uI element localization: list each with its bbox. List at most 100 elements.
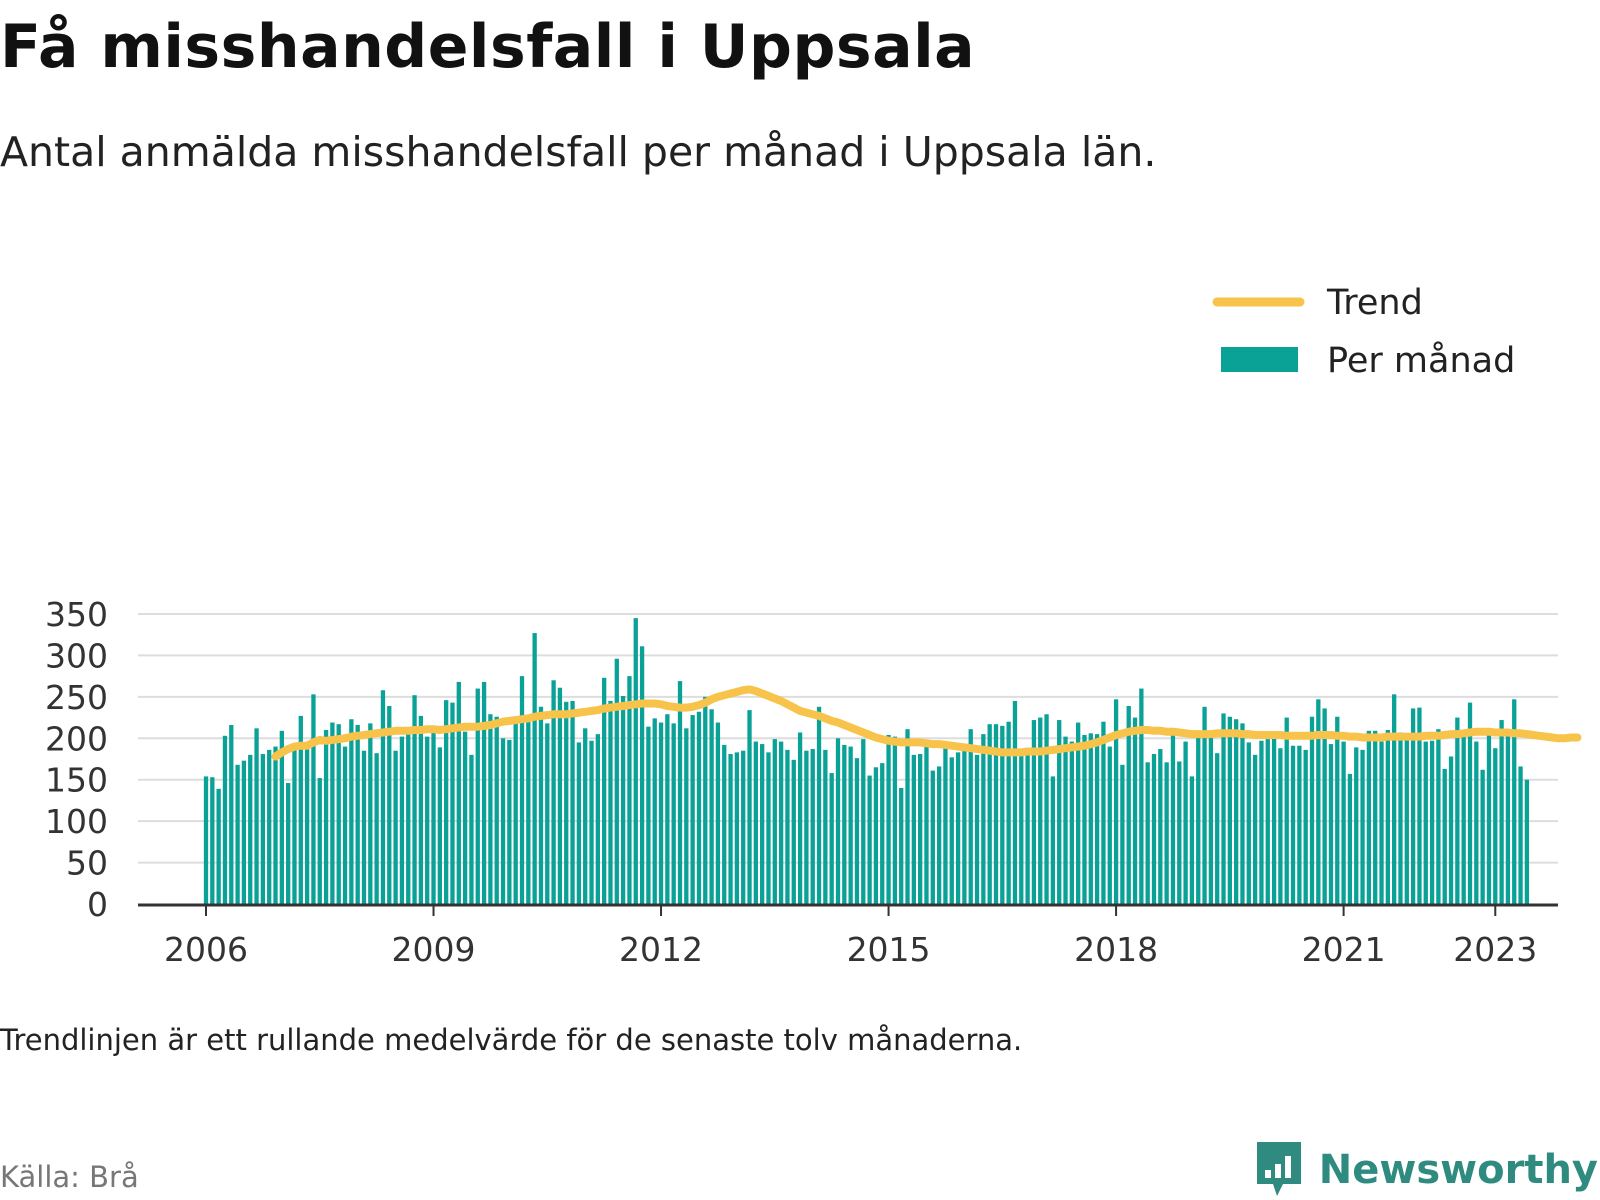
bar — [526, 717, 531, 904]
bar — [608, 700, 613, 904]
bar — [583, 728, 588, 904]
bar — [513, 717, 518, 904]
bar — [1341, 741, 1346, 904]
bar — [311, 694, 316, 904]
bar — [349, 719, 354, 904]
bar — [785, 749, 790, 904]
bar — [1284, 717, 1289, 904]
bar — [728, 754, 733, 904]
bar — [380, 690, 386, 904]
bar — [1379, 741, 1384, 904]
bar — [279, 730, 284, 904]
x-tick-label: 2018 — [1074, 930, 1158, 969]
bar — [797, 732, 803, 904]
bar — [298, 715, 303, 904]
bar — [684, 728, 689, 904]
bar — [406, 729, 411, 904]
legend-trend-label: Trend — [1326, 283, 1423, 323]
bar — [981, 734, 986, 904]
bar — [1493, 748, 1498, 904]
bar — [1094, 734, 1100, 904]
trend-line — [271, 685, 1582, 761]
bar — [1050, 776, 1056, 904]
bar — [1373, 730, 1378, 904]
bar — [1360, 749, 1365, 904]
bar — [791, 759, 796, 904]
bar — [1012, 700, 1018, 904]
bar — [361, 750, 367, 904]
bar — [330, 722, 335, 904]
bar — [595, 734, 600, 904]
bar — [1366, 730, 1372, 904]
bar — [368, 723, 373, 904]
bar — [1234, 719, 1239, 904]
bar — [620, 696, 626, 904]
bar — [1467, 702, 1473, 904]
bar — [456, 681, 461, 904]
bar — [602, 677, 607, 904]
bar — [1044, 714, 1049, 904]
bar — [519, 676, 525, 904]
bar — [665, 714, 670, 904]
bar — [254, 728, 259, 904]
bar — [248, 754, 253, 904]
bar — [425, 736, 430, 904]
x-tick-label: 2023 — [1453, 930, 1537, 969]
bar — [892, 736, 898, 904]
bar — [652, 718, 657, 904]
bar — [304, 746, 310, 904]
bar — [760, 744, 765, 904]
bar — [229, 725, 234, 904]
bar — [431, 725, 436, 904]
bar — [1335, 716, 1340, 904]
bar — [538, 706, 544, 904]
bar — [1139, 688, 1144, 904]
bar — [1069, 741, 1074, 904]
bar — [222, 735, 228, 904]
bar — [1183, 741, 1188, 904]
bar — [911, 754, 916, 904]
x-tick-label: 2021 — [1302, 930, 1386, 969]
bar — [1442, 768, 1447, 904]
bar — [545, 723, 550, 904]
bar — [1215, 753, 1220, 904]
bar — [393, 750, 398, 904]
bar — [1082, 734, 1087, 904]
bar — [715, 722, 721, 904]
bar — [412, 695, 417, 904]
bar — [1398, 732, 1403, 904]
bar — [292, 744, 297, 904]
x-tick-label: 2009 — [392, 930, 476, 969]
x-axis-ticks: 2006 2009 2012 2015 2018 2021 2023 — [164, 904, 1537, 969]
bar — [899, 787, 904, 904]
bar — [1088, 733, 1093, 904]
bar — [955, 752, 961, 904]
bar — [210, 777, 215, 904]
bar — [741, 750, 746, 904]
bar — [703, 696, 708, 904]
bar — [1132, 717, 1138, 904]
bar — [1000, 725, 1005, 904]
bar — [639, 646, 645, 904]
y-tick-label: 0 — [87, 885, 108, 924]
bar — [342, 746, 348, 904]
y-tick-label: 250 — [45, 678, 108, 717]
bar — [286, 783, 291, 904]
bar — [734, 752, 740, 904]
bar — [842, 744, 847, 904]
chart-title: Få misshandelsfall i Uppsala — [0, 12, 976, 82]
bar — [1271, 738, 1277, 904]
bar — [1025, 749, 1030, 904]
bar — [1113, 699, 1119, 904]
bar — [1164, 762, 1169, 904]
y-tick-label: 200 — [45, 719, 108, 758]
bar — [437, 747, 442, 904]
bar — [1455, 717, 1460, 904]
bar — [1189, 776, 1195, 904]
bar — [905, 729, 910, 904]
bar — [1227, 716, 1232, 904]
bar — [532, 633, 537, 904]
bar — [1221, 713, 1226, 904]
bar — [241, 760, 247, 904]
bar — [462, 731, 468, 904]
